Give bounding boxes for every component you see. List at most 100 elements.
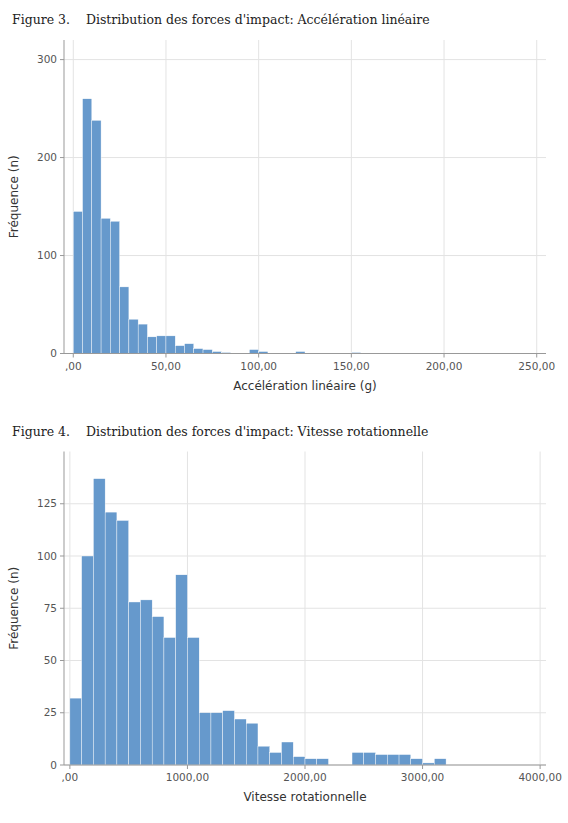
y-tick xyxy=(60,765,64,766)
x-tick xyxy=(540,765,541,769)
grid xyxy=(64,452,546,766)
histogram-bar xyxy=(140,600,152,765)
histogram-bar xyxy=(249,350,258,354)
x-tick-label: 50,00 xyxy=(151,360,181,372)
histogram-panel: ,0050,00100,00150,00200,00250,0001002003… xyxy=(7,12,555,393)
x-axis-label: Vitesse rotationnelle xyxy=(243,790,366,804)
histogram-bar xyxy=(411,759,423,765)
x-tick xyxy=(444,354,445,358)
histogram-bar xyxy=(120,287,129,354)
y-tick-label: 100 xyxy=(37,249,57,261)
y-tick-label: 100 xyxy=(37,550,57,562)
histogram-bar xyxy=(82,556,94,765)
x-grid-line xyxy=(165,40,166,354)
x-tick-label: 3000,00 xyxy=(401,771,444,783)
y-tick xyxy=(60,712,64,713)
x-tick-label: ,00 xyxy=(65,360,82,372)
histogram-bar xyxy=(129,602,141,765)
histogram-bar xyxy=(387,755,399,765)
histogram-bar xyxy=(175,346,184,354)
x-tick xyxy=(258,354,259,358)
x-tick-label: 1000,00 xyxy=(166,771,209,783)
chart-canvas: ,0050,00100,00150,00200,00250,0001002003… xyxy=(0,0,568,823)
x-grid-line xyxy=(536,40,537,354)
x-tick xyxy=(422,765,423,769)
x-tick xyxy=(305,765,306,769)
y-tick xyxy=(60,59,64,60)
histogram-bar xyxy=(138,324,147,353)
y-tick-label: 75 xyxy=(44,602,57,614)
x-tick-label: 250,00 xyxy=(518,360,555,372)
y-tick-label: 0 xyxy=(50,759,57,771)
histogram-bar xyxy=(211,713,223,765)
grid xyxy=(64,40,546,354)
x-tick xyxy=(187,765,188,769)
histogram-bar xyxy=(176,575,188,765)
histogram-bar xyxy=(317,759,329,765)
histogram-bar xyxy=(185,344,194,354)
histogram-bar xyxy=(93,479,105,765)
histogram-bar xyxy=(234,719,246,765)
x-grid-line xyxy=(540,452,541,766)
y-axis-label: Fréquence (n) xyxy=(7,567,21,650)
x-tick-label: 200,00 xyxy=(426,360,463,372)
y-tick-label: 25 xyxy=(44,706,57,718)
histogram-bar xyxy=(399,755,411,765)
x-grid-line xyxy=(305,452,306,766)
histogram-bar xyxy=(83,99,92,354)
histogram-bar xyxy=(434,759,446,765)
y-tick-label: 125 xyxy=(37,497,57,509)
x-axis-line xyxy=(64,353,546,354)
histogram-bar xyxy=(270,752,282,765)
y-axis-line xyxy=(64,40,65,354)
y-axis-label: Fréquence (n) xyxy=(7,155,21,238)
histogram-bar xyxy=(258,746,270,765)
histogram-bar xyxy=(110,221,119,353)
histogram-bar xyxy=(281,742,293,765)
histogram-bar xyxy=(73,211,82,353)
histogram-bar xyxy=(352,752,364,765)
histogram-panel: ,001000,002000,003000,004000,00025507510… xyxy=(7,424,562,805)
x-tick xyxy=(351,354,352,358)
bars xyxy=(70,479,446,765)
histogram-bar xyxy=(105,512,117,765)
histogram-bar xyxy=(92,120,101,353)
y-grid-line xyxy=(64,353,546,354)
histogram-bar xyxy=(101,218,110,353)
bars xyxy=(73,99,360,354)
x-tick-label: 4000,00 xyxy=(518,771,561,783)
histogram-bar xyxy=(187,638,199,765)
x-tick-label: 100,00 xyxy=(240,360,277,372)
histogram-bar xyxy=(117,520,129,765)
y-tick xyxy=(60,353,64,354)
histogram-bar xyxy=(152,617,164,765)
y-tick-label: 50 xyxy=(44,654,57,666)
x-tick-label: 2000,00 xyxy=(283,771,326,783)
y-grid-line xyxy=(64,157,546,158)
y-tick-label: 300 xyxy=(37,53,57,65)
histogram-bar xyxy=(129,319,138,353)
histogram-bar xyxy=(157,336,166,354)
histogram-bar xyxy=(199,713,211,765)
y-tick-label: 200 xyxy=(37,151,57,163)
histogram-bar xyxy=(164,638,176,765)
histogram-bar xyxy=(194,349,203,354)
chart-title: Figure 4. Distribution des forces d'impa… xyxy=(12,424,428,439)
x-grid-line xyxy=(351,40,352,354)
histogram-bar xyxy=(147,337,156,354)
x-tick xyxy=(69,765,70,769)
y-tick xyxy=(60,255,64,256)
x-tick xyxy=(536,354,537,358)
histogram-bar xyxy=(246,723,258,765)
x-axis-label: Accélération linéaire (g) xyxy=(233,379,377,393)
y-tick xyxy=(60,503,64,504)
y-tick xyxy=(60,556,64,557)
x-grid-line xyxy=(258,40,259,354)
x-tick xyxy=(165,354,166,358)
y-tick xyxy=(60,660,64,661)
histogram-bar xyxy=(166,336,175,354)
histogram-bar xyxy=(376,755,388,765)
histogram-bar xyxy=(293,757,305,765)
histogram-bar xyxy=(364,752,376,765)
x-tick xyxy=(73,354,74,358)
